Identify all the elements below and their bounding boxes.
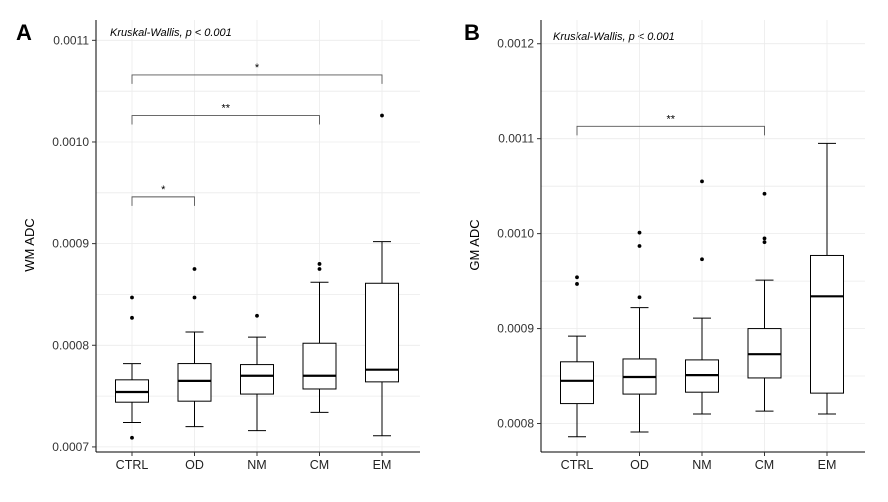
iqr-box (560, 361, 594, 405)
panel-a-y-tick-label: 0.0011 (53, 33, 89, 47)
panel-a-x-tick-label: CTRL (116, 458, 149, 472)
panel-b-plot: ** (560, 113, 844, 438)
panel-a-significance-bracket-3: * (131, 62, 383, 84)
outlier-point (637, 230, 642, 235)
iqr-box (365, 282, 399, 383)
iqr-box (177, 363, 212, 402)
panel-a-axes: 0.0007 0.0008 0.0009 0.0010 0.0011 CTRL OD NM CM… (52, 20, 420, 472)
panel-b-box-em (810, 142, 844, 415)
outlier-point (700, 257, 704, 262)
panel-a-box-em (365, 113, 399, 437)
panel-a-x-tick-label: EM (373, 458, 392, 472)
panel-b-y-tick-label: 0.0009 (497, 322, 534, 336)
outlier-point (762, 236, 767, 241)
outlier-point (700, 179, 704, 184)
outlier-point (130, 295, 134, 300)
outlier-point (762, 240, 767, 245)
panel-a: A WM ADC Kruskal-Wallis, p < 0.001 **** … (16, 20, 420, 472)
outlier-point (255, 313, 259, 318)
panel-a-x-tick-label: NM (247, 458, 266, 472)
panel-a-y-tick-label: 0.0008 (52, 338, 89, 352)
iqr-box (302, 342, 337, 390)
outlier-point (130, 315, 134, 320)
panel-a-y-axis-label: WM ADC (22, 218, 37, 271)
outlier-point (762, 191, 767, 196)
panel-b-y-tick-label: 0.0012 (497, 37, 534, 51)
bracket-line (131, 196, 195, 206)
panel-a-x-tick-label: CM (310, 458, 329, 472)
panel-b-y-tick-label: 0.0008 (497, 417, 534, 431)
panel-a-box-nm (240, 313, 274, 432)
outlier-point (637, 295, 642, 300)
panel-a-letter: A (16, 20, 32, 45)
outlier-point (575, 282, 579, 286)
outlier-point (380, 113, 384, 118)
panel-a-box-ctrl (115, 295, 149, 440)
panel-b-box-cm (747, 191, 782, 412)
panel-a-box-cm (302, 262, 337, 413)
panel-b-x-tick-label: NM (692, 458, 711, 472)
panel-b-x-tick-label: CTRL (561, 458, 594, 472)
outlier-point (637, 244, 642, 248)
panel-b-axes: 0.0008 0.0009 0.0010 0.0011 0.0012 CTRL OD NM CM… (497, 20, 865, 472)
panel-a-y-tick-label: 0.0010 (52, 135, 89, 149)
panel-b-box-ctrl (560, 275, 594, 438)
panel-b-y-axis-label: GM ADC (467, 219, 482, 270)
panel-a-plot: **** (115, 62, 399, 440)
panel-a-x-tick-label: OD (185, 458, 204, 472)
panel-b: B GM ADC Kruskal-Wallis, p < 0.001 ** 0.… (464, 20, 865, 472)
significance-label: * (255, 62, 260, 74)
panel-b-x-tick-label: CM (755, 458, 774, 472)
outlier-point (192, 267, 197, 271)
bracket-line (131, 74, 383, 84)
panel-b-significance-bracket-1: ** (576, 113, 765, 136)
panel-b-y-tick-label: 0.0010 (497, 227, 534, 241)
panel-a-box-od (177, 267, 212, 428)
outlier-point (192, 295, 197, 300)
panel-b-letter: B (464, 20, 480, 45)
outlier-point (130, 435, 134, 440)
panel-b-x-tick-label: OD (630, 458, 649, 472)
outlier-point (317, 262, 322, 266)
bracket-line (576, 125, 765, 136)
panel-b-box-nm (685, 179, 719, 415)
panel-b-kruskal-wallis-annotation: Kruskal-Wallis, p < 0.001 (553, 31, 675, 43)
outlier-point (317, 267, 322, 271)
bracket-line (131, 115, 320, 125)
panel-a-y-tick-label: 0.0007 (52, 440, 89, 454)
panel-a-significance-bracket-2: ** (131, 103, 320, 125)
panel-a-kruskal-wallis-annotation: Kruskal-Wallis, p < 0.001 (110, 27, 232, 39)
significance-label: ** (221, 103, 230, 115)
panel-b-x-tick-label: EM (818, 458, 837, 472)
iqr-box (810, 254, 844, 394)
panel-a-significance-bracket-1: * (131, 184, 195, 206)
iqr-box (240, 364, 274, 395)
significance-label: * (161, 184, 166, 196)
outlier-point (575, 275, 579, 280)
panel-b-y-tick-label: 0.0011 (498, 132, 534, 146)
panel-b-box-od (622, 230, 657, 433)
significance-label: ** (666, 113, 675, 125)
panel-a-y-tick-label: 0.0009 (52, 237, 89, 251)
